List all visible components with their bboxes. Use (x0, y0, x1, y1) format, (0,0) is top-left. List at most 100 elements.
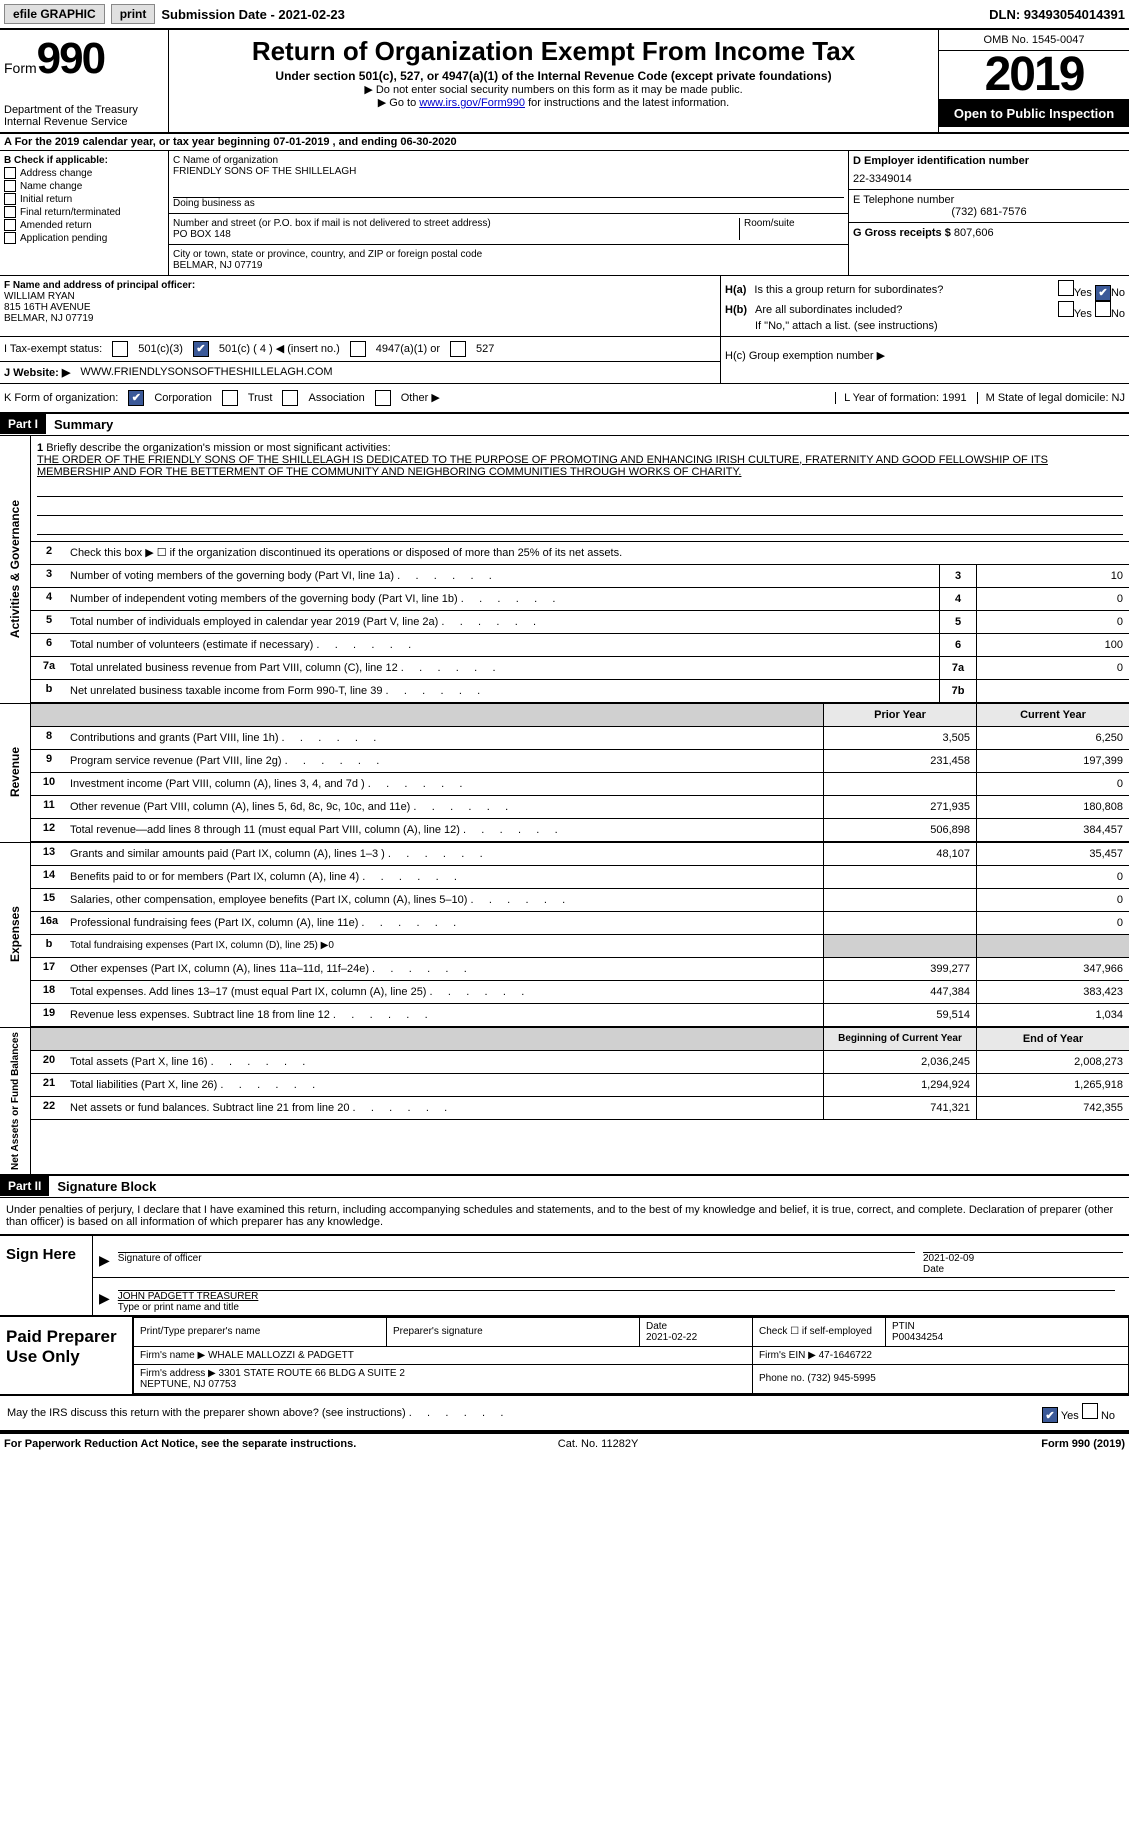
hb-note: If "No," attach a list. (see instruction… (725, 320, 1125, 332)
sig-declaration: Under penalties of perjury, I declare th… (0, 1198, 1129, 1235)
form-990-page: efile GRAPHIC print Submission Date - 20… (0, 0, 1129, 1454)
may-irs-no[interactable] (1082, 1403, 1098, 1419)
cat-no: Cat. No. 11282Y (558, 1438, 639, 1450)
addr-label: Number and street (or P.O. box if mail i… (173, 218, 739, 229)
chk-final-return[interactable] (4, 206, 16, 218)
firm-name-label: Firm's name ▶ (140, 1350, 205, 1361)
header-left: Form990 Department of the Treasury Inter… (0, 30, 169, 132)
may-irs-text: May the IRS discuss this return with the… (7, 1407, 503, 1419)
chk-527[interactable] (450, 341, 466, 357)
dba-label: Doing business as (173, 198, 844, 209)
firm-phone-val: (732) 945-5995 (807, 1373, 875, 1384)
chk-501c[interactable]: ✔ (193, 341, 209, 357)
ptin-label: PTIN (892, 1321, 915, 1332)
chk-other[interactable] (375, 390, 391, 406)
website-value: WWW.FRIENDLYSONSOFTHESHILLELAGH.COM (80, 366, 332, 378)
part2-header: Part II Signature Block (0, 1176, 1129, 1198)
side-rev: Revenue (6, 743, 24, 801)
arrow-icon: ▶ (99, 1290, 110, 1313)
preparer-table: Print/Type preparer's name Preparer's si… (133, 1317, 1129, 1394)
summary-netassets: Net Assets or Fund Balances Beginning of… (0, 1028, 1129, 1176)
org-name: FRIENDLY SONS OF THE SHILLELAGH (173, 166, 844, 177)
arrow-icon: ▶ (99, 1252, 110, 1275)
officer-name: WILLIAM RYAN (4, 291, 75, 302)
l1-text: THE ORDER OF THE FRIENDLY SONS OF THE SH… (37, 454, 1048, 478)
part1-title: Summary (46, 414, 121, 435)
hdr-end: End of Year (976, 1028, 1129, 1050)
summary-line: bNet unrelated business taxable income f… (31, 680, 1129, 703)
row-i-label: I Tax-exempt status: (4, 343, 102, 355)
form-footer: Form 990 (2019) (1041, 1438, 1125, 1450)
summary-line: bTotal fundraising expenses (Part IX, co… (31, 935, 1129, 958)
form-word: Form (4, 60, 37, 76)
paid-prep-label: Paid Preparer Use Only (0, 1317, 133, 1394)
summary-line: 18Total expenses. Add lines 13–17 (must … (31, 981, 1129, 1004)
gross-value: 807,606 (954, 227, 994, 239)
tax-year: 2019 (939, 51, 1129, 100)
summary-governance: Activities & Governance 1 Briefly descri… (0, 436, 1129, 704)
hb-yes[interactable] (1058, 301, 1074, 317)
room-label: Room/suite (744, 218, 844, 229)
part2-hdr: Part II (0, 1176, 49, 1196)
website-row: J Website: ▶ WWW.FRIENDLYSONSOFTHESHILLE… (0, 362, 720, 384)
form-title: Return of Organization Exempt From Incom… (173, 36, 934, 67)
info-grid: B Check if applicable: Address change Na… (0, 151, 1129, 276)
hdr-prior: Prior Year (823, 704, 976, 726)
ein-value: 22-3349014 (853, 173, 1125, 185)
chk-app-pending[interactable] (4, 232, 16, 244)
may-irs-row: May the IRS discuss this return with the… (0, 1396, 1129, 1433)
chk-501c3[interactable] (112, 341, 128, 357)
sign-here-label: Sign Here (0, 1236, 93, 1315)
irs-link[interactable]: www.irs.gov/Form990 (419, 97, 525, 109)
summary-line: 15Salaries, other compensation, employee… (31, 889, 1129, 912)
note-pre: ▶ Go to (378, 97, 419, 109)
row-k-label: K Form of organization: (4, 392, 118, 404)
l1-label: Briefly describe the organization's miss… (46, 442, 390, 454)
chk-trust[interactable] (222, 390, 238, 406)
form-number: 990 (37, 34, 104, 83)
chk-initial-return[interactable] (4, 193, 16, 205)
summary-line: 7aTotal unrelated business revenue from … (31, 657, 1129, 680)
firm-ein-val: 47-1646722 (819, 1350, 872, 1361)
chk-4947[interactable] (350, 341, 366, 357)
l2-text: Check this box ▶ ☐ if the organization d… (67, 542, 1129, 564)
chk-name-change[interactable] (4, 180, 16, 192)
side-exp: Expenses (6, 902, 24, 966)
open-to-public: Open to Public Inspection (939, 100, 1129, 127)
ha-no[interactable]: ✔ (1095, 285, 1111, 301)
row-fh: F Name and address of principal officer:… (0, 276, 1129, 337)
officer-typed-name: JOHN PADGETT TREASURER (118, 1291, 259, 1302)
sign-here-section: Sign Here ▶ Signature of officer 2021-02… (0, 1235, 1129, 1316)
may-irs-yes[interactable]: ✔ (1042, 1407, 1058, 1423)
year-formation: L Year of formation: 1991 (835, 392, 967, 404)
chk-amended[interactable] (4, 219, 16, 231)
chk-corp[interactable]: ✔ (128, 390, 144, 406)
ha-yes[interactable] (1058, 280, 1074, 296)
chk-address-change[interactable] (4, 167, 16, 179)
paid-preparer-section: Paid Preparer Use Only Print/Type prepar… (0, 1316, 1129, 1396)
row-ij: I Tax-exempt status: 501(c)(3) ✔501(c) (… (0, 337, 1129, 384)
part2-title: Signature Block (49, 1176, 164, 1197)
sig-date-val: 2021-02-09 (923, 1253, 974, 1264)
tax-status-row: I Tax-exempt status: 501(c)(3) ✔501(c) (… (0, 337, 720, 362)
print-button[interactable]: print (111, 4, 156, 24)
phone-label: E Telephone number (853, 194, 1125, 206)
hb-no[interactable] (1095, 301, 1111, 317)
summary-line: 8Contributions and grants (Part VIII, li… (31, 727, 1129, 750)
sig-date-label: Date (923, 1264, 944, 1275)
self-emp: Check ☐ if self-employed (753, 1317, 886, 1346)
hc-label: H(c) Group exemption number ▶ (725, 341, 1125, 370)
note-ssn: ▶ Do not enter social security numbers o… (173, 83, 934, 96)
summary-line: 22Net assets or fund balances. Subtract … (31, 1097, 1129, 1120)
city-label: City or town, state or province, country… (173, 249, 844, 260)
firm-name-val: WHALE MALLOZZI & PADGETT (208, 1350, 354, 1361)
col-b-label: B Check if applicable: (4, 155, 108, 166)
note-goto: ▶ Go to www.irs.gov/Form990 for instruct… (173, 96, 934, 109)
name-title-label: Type or print name and title (118, 1302, 239, 1313)
part1-header: Part I Summary (0, 414, 1129, 436)
summary-line: 4Number of independent voting members of… (31, 588, 1129, 611)
chk-assoc[interactable] (282, 390, 298, 406)
prep-date-label: Date (646, 1321, 667, 1332)
summary-line: 11Other revenue (Part VIII, column (A), … (31, 796, 1129, 819)
ptin-val: P00434254 (892, 1332, 943, 1343)
